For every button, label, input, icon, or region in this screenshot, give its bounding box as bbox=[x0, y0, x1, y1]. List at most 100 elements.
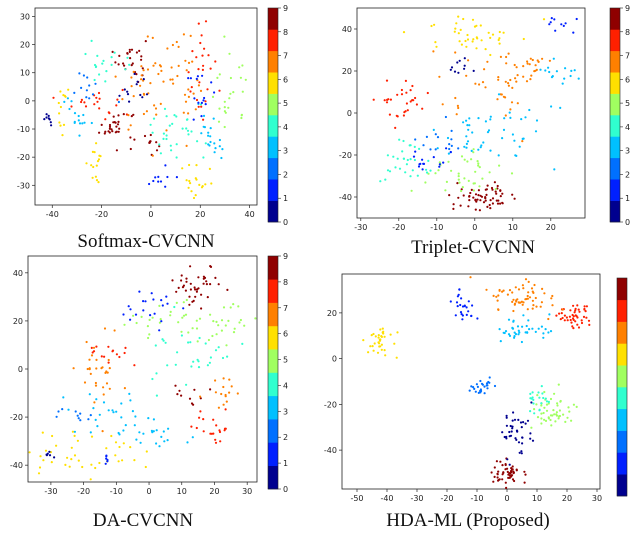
scatter-point bbox=[191, 50, 194, 53]
scatter-point bbox=[197, 84, 200, 87]
scatter-point bbox=[95, 367, 98, 370]
scatter-point bbox=[406, 109, 409, 112]
scatter-point bbox=[220, 392, 223, 396]
scatter-point bbox=[182, 33, 185, 36]
scatter-point bbox=[486, 387, 489, 390]
scatter-point bbox=[543, 390, 546, 394]
scatter-point bbox=[154, 62, 157, 65]
scatter-point bbox=[457, 106, 460, 110]
scatter-point bbox=[496, 472, 499, 475]
scatter-point bbox=[474, 390, 477, 393]
scatter-point bbox=[194, 194, 197, 197]
scatter-point bbox=[113, 121, 116, 124]
scatter-point bbox=[239, 318, 242, 322]
scatter-point bbox=[560, 312, 563, 315]
scatter-point bbox=[108, 367, 111, 370]
scatter-point bbox=[529, 392, 532, 395]
scatter-point bbox=[477, 391, 480, 394]
scatter-point bbox=[153, 104, 156, 107]
scatter-point bbox=[154, 176, 157, 179]
scatter-point bbox=[499, 195, 502, 198]
scatter-point bbox=[204, 20, 208, 23]
scatter-point bbox=[57, 410, 60, 413]
scatter-point bbox=[481, 177, 484, 180]
scatter-point bbox=[189, 90, 192, 93]
scatter-point bbox=[496, 98, 499, 101]
scatter-point bbox=[470, 314, 473, 318]
scatter-point bbox=[130, 64, 133, 67]
scatter-point bbox=[142, 112, 145, 116]
scatter-point bbox=[489, 53, 492, 57]
scatter-point bbox=[105, 454, 108, 457]
scatter-point bbox=[521, 325, 524, 328]
scatter-point bbox=[429, 169, 432, 172]
scatter-point bbox=[118, 54, 121, 58]
scatter-point bbox=[59, 105, 63, 109]
scatter-point bbox=[83, 121, 86, 124]
scatter-point bbox=[105, 447, 108, 450]
scatter-point bbox=[218, 89, 221, 92]
y-tick-label: 20 bbox=[342, 67, 352, 76]
scatter-point bbox=[190, 365, 193, 368]
scatter-point bbox=[516, 430, 519, 433]
scatter-point bbox=[192, 299, 195, 302]
scatter-point bbox=[434, 148, 437, 151]
y-tick-label: -30 bbox=[17, 181, 30, 190]
scatter-point bbox=[124, 68, 127, 71]
scatter-point bbox=[128, 48, 131, 51]
scatter-point bbox=[226, 288, 229, 291]
colorbar-segment bbox=[268, 29, 278, 52]
scatter-point bbox=[193, 388, 196, 391]
scatter-point bbox=[497, 76, 500, 79]
y-axis-ticks: -40 -20 0 20 40 bbox=[339, 25, 357, 202]
scatter-point bbox=[570, 69, 573, 72]
scatter-point bbox=[491, 33, 495, 36]
scatter-point bbox=[540, 325, 544, 328]
scatter-point bbox=[513, 63, 516, 67]
scatter-point bbox=[203, 47, 206, 50]
scatter-point bbox=[90, 39, 93, 43]
scatter-point bbox=[513, 335, 516, 338]
scatter-point bbox=[533, 408, 536, 411]
scatter-point bbox=[458, 181, 461, 184]
scatter-point bbox=[174, 384, 177, 387]
scatter-point bbox=[553, 168, 556, 171]
scatter-point bbox=[213, 151, 216, 154]
scatter-point bbox=[45, 113, 48, 116]
scatter-point bbox=[447, 152, 450, 155]
scatter-point bbox=[152, 298, 155, 301]
scatter-point bbox=[78, 122, 82, 125]
scatter-point bbox=[524, 298, 527, 301]
scatter-point bbox=[82, 113, 85, 117]
scatter-point bbox=[175, 156, 178, 159]
scatter-point bbox=[98, 73, 101, 76]
scatter-point bbox=[84, 52, 87, 56]
scatter-point bbox=[511, 193, 514, 196]
scatter-point bbox=[517, 441, 521, 444]
scatter-point bbox=[577, 77, 580, 80]
scatter-point bbox=[151, 131, 154, 134]
scatter-point bbox=[108, 123, 112, 127]
scatter-point bbox=[184, 100, 188, 103]
scatter-point bbox=[209, 313, 212, 316]
scatter-point bbox=[213, 142, 216, 145]
scatter-point bbox=[460, 297, 463, 300]
colorbar-segment bbox=[610, 136, 620, 159]
scatter-point bbox=[187, 77, 190, 80]
y-tick-label: -20 bbox=[324, 400, 337, 409]
scatter-point bbox=[548, 23, 551, 26]
scatter-point bbox=[77, 459, 80, 462]
scatter-point bbox=[141, 67, 144, 70]
scatter-point bbox=[513, 479, 516, 483]
scatter-point bbox=[456, 61, 459, 64]
scatter-point bbox=[68, 107, 71, 111]
scatter-point bbox=[434, 172, 437, 175]
scatter-point bbox=[513, 139, 516, 142]
scatter-point bbox=[539, 305, 542, 308]
scatter-point bbox=[159, 65, 162, 68]
scatter-point bbox=[144, 40, 147, 43]
scatter-point bbox=[177, 286, 180, 289]
scatter-point bbox=[92, 165, 95, 169]
scatter-point bbox=[38, 466, 42, 469]
